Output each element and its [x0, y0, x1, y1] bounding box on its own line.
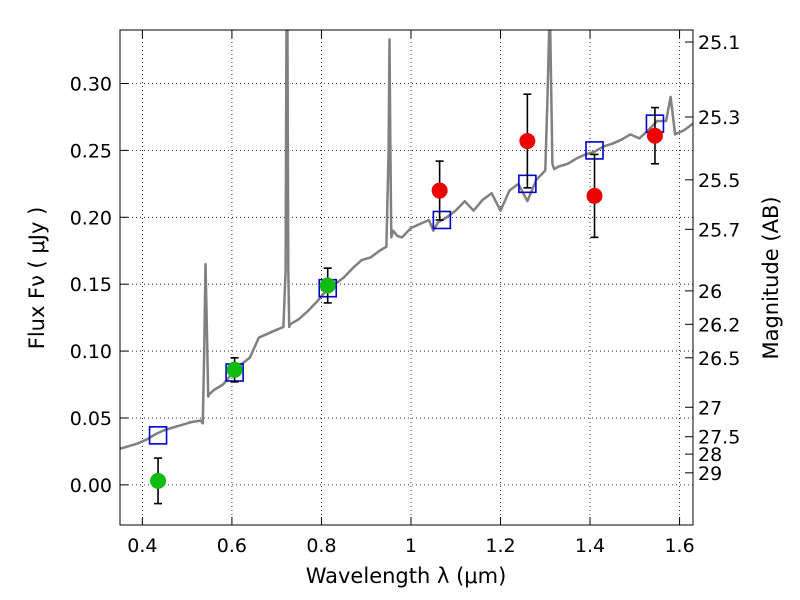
spectrum-line — [120, 30, 693, 450]
nir-point — [646, 127, 663, 144]
x-tick-label: 1.6 — [664, 535, 694, 557]
y2-tick-label: 26.5 — [698, 348, 740, 370]
optical-point — [226, 361, 243, 378]
y-tick-label: 0.00 — [70, 475, 112, 497]
x-tick-label: 0.8 — [306, 535, 336, 557]
x-tick-label: 0.6 — [217, 535, 247, 557]
plot-area — [120, 30, 693, 505]
y-tick-label: 0.20 — [70, 207, 112, 229]
y-tick-label: 0.15 — [70, 274, 112, 296]
y-axis-label: Flux Fν ( μJy ) — [25, 207, 49, 350]
model-photometry-square — [148, 426, 168, 445]
y-tick-label: 0.30 — [70, 74, 112, 96]
y2-tick-label: 29 — [698, 463, 722, 485]
axis-ticks: 0.4 0.6 0.8 1 1.2 1.4 1.6 0.00 0.05 0.10 0.15 0.20 0… — [70, 30, 740, 557]
y2-tick-label: 25.3 — [698, 107, 740, 129]
y2-axis-label: Magnitude (AB) — [759, 196, 783, 359]
y2-tick-label: 27.5 — [698, 427, 740, 449]
x-tick-label: 1.2 — [485, 535, 515, 557]
optical-point — [319, 277, 336, 294]
x-tick-label: 0.4 — [127, 535, 157, 557]
y-tick-label: 0.05 — [70, 408, 112, 430]
optical-point — [150, 472, 167, 489]
y2-tick-label: 25.5 — [698, 170, 740, 192]
nir-point — [586, 187, 603, 204]
plot-frame — [119, 29, 694, 526]
x-tick-label: 1 — [405, 535, 417, 557]
y2-tick-label: 27 — [698, 397, 722, 419]
x-tick-label: 1.4 — [575, 535, 605, 557]
y2-tick-label: 26 — [698, 281, 722, 303]
y-tick-label: 0.25 — [70, 140, 112, 162]
nir-point — [519, 133, 536, 150]
y2-tick-label: 28 — [698, 444, 722, 466]
model-photometry-square — [432, 210, 452, 230]
y2-tick-label: 26.2 — [698, 314, 740, 336]
nir-point — [431, 182, 448, 199]
y-tick-label: 0.10 — [70, 341, 112, 363]
y2-tick-label: 25.1 — [698, 32, 740, 54]
x-axis-label: Wavelength λ (μm) — [306, 564, 507, 588]
y2-tick-label: 25.7 — [698, 219, 740, 241]
